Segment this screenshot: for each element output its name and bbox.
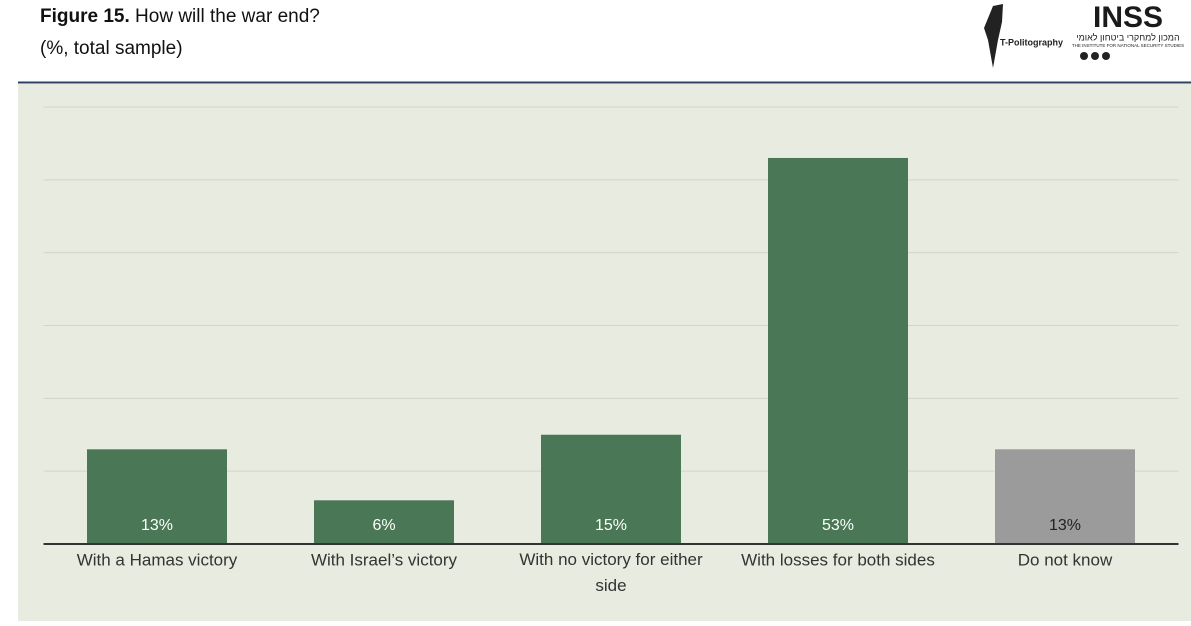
bar xyxy=(768,157,908,544)
x-tick-label: With Israel’s victory xyxy=(311,550,458,569)
figure-heading: Figure 15. How will the war end? xyxy=(40,6,320,27)
value-label: 6% xyxy=(372,517,395,534)
x-tick-label: With a Hamas victory xyxy=(77,550,238,569)
x-tick-label: With no victory for either side xyxy=(519,550,703,595)
logo-hebrew: המכון למחקרי ביטחון לאומי xyxy=(1076,32,1179,42)
logos: T-Politography INSS המכון למחקרי ביטחון … xyxy=(984,1,1184,68)
chart-title: How will the war end? xyxy=(135,6,320,27)
logo-english: THE INSTITUTE FOR NATIONAL SECURITY STUD… xyxy=(1072,43,1184,48)
figure-label: Figure 15. xyxy=(40,6,130,27)
bar xyxy=(995,449,1135,544)
value-label: 13% xyxy=(1049,517,1081,534)
x-tick-line: side xyxy=(595,576,626,595)
value-label: 13% xyxy=(141,517,173,534)
chart-subtitle: (%, total sample) xyxy=(40,38,183,59)
logo-dot xyxy=(1102,52,1110,60)
x-tick-label: Do not know xyxy=(1018,550,1113,569)
logo-dot xyxy=(1091,52,1099,60)
value-label: 15% xyxy=(595,517,627,534)
x-tick-label: With losses for both sides xyxy=(741,550,935,569)
bar xyxy=(314,500,454,544)
logo-left: T-Politography xyxy=(1000,37,1063,47)
bar xyxy=(541,434,681,544)
logo-dot xyxy=(1080,52,1088,60)
bar xyxy=(87,449,227,544)
x-tick-line: With no victory for either xyxy=(519,550,703,569)
map-icon xyxy=(984,4,1003,68)
value-label: 53% xyxy=(822,517,854,534)
logo-right: INSS xyxy=(1093,1,1163,34)
